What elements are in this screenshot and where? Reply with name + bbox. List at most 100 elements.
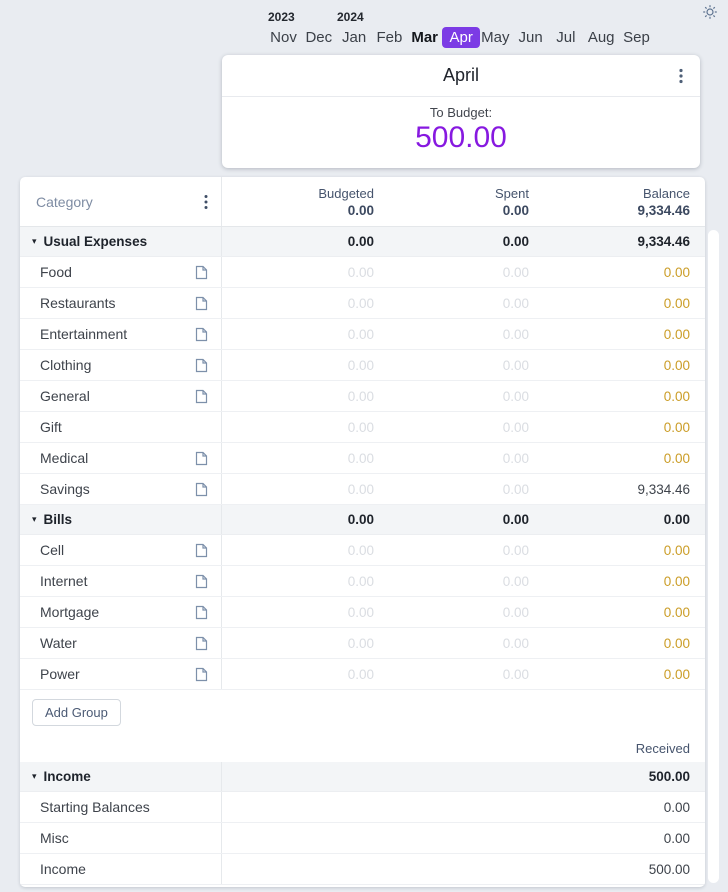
balance-cell[interactable]: 0.00	[663, 604, 690, 620]
budgeted-cell[interactable]: 0.00	[347, 604, 374, 620]
note-icon[interactable]	[195, 451, 208, 466]
balance-cell[interactable]: 0.00	[663, 388, 690, 404]
spent-cell[interactable]: 0.00	[502, 481, 529, 497]
received-cell[interactable]: 0.00	[663, 799, 690, 815]
budgeted-cell[interactable]: 0.00	[347, 326, 374, 342]
spent-cell[interactable]: 0.00	[502, 666, 529, 682]
balance-cell[interactable]: 9,334.46	[637, 481, 690, 497]
category-row-water: Water 0.00 0.00 0.00	[20, 628, 705, 659]
budgeted-total[interactable]: 0.00	[347, 202, 374, 218]
spent-cell[interactable]: 0.00	[502, 295, 529, 311]
month-tab-feb[interactable]: Feb	[372, 27, 407, 49]
budgeted-cell[interactable]: 0.00	[347, 295, 374, 311]
category-name[interactable]: Savings	[40, 481, 90, 497]
budgeted-cell[interactable]: 0.00	[347, 481, 374, 497]
note-icon[interactable]	[195, 636, 208, 651]
month-tab-jan[interactable]: Jan	[337, 27, 372, 49]
month-tab-sep[interactable]: Sep	[619, 27, 654, 49]
category-name[interactable]: Restaurants	[40, 295, 116, 311]
category-name[interactable]: Cell	[40, 542, 65, 558]
balance-cell[interactable]: 0.00	[663, 666, 690, 682]
budgeted-cell[interactable]: 0.00	[347, 388, 374, 404]
collapse-triangle-icon[interactable]: ▾	[32, 514, 37, 524]
to-budget-value[interactable]: 500.00	[415, 121, 507, 154]
category-name[interactable]: Internet	[40, 573, 88, 589]
to-budget-label: To Budget:	[429, 105, 493, 120]
note-icon[interactable]	[195, 605, 208, 620]
balance-cell[interactable]: 0.00	[663, 419, 690, 435]
balance-cell[interactable]: 0.00	[663, 542, 690, 558]
note-icon[interactable]	[195, 358, 208, 373]
balance-cell[interactable]: 0.00	[663, 635, 690, 651]
balance-cell[interactable]: 0.00	[663, 326, 690, 342]
budgeted-cell[interactable]: 0.00	[347, 635, 374, 651]
category-name[interactable]: Power	[40, 666, 80, 682]
budgeted-cell[interactable]: 0.00	[347, 357, 374, 373]
month-tab-apr-selected[interactable]: Apr	[442, 27, 480, 49]
budgeted-cell[interactable]: 0.00	[347, 419, 374, 435]
balance-cell[interactable]: 0.00	[663, 264, 690, 280]
spent-cell[interactable]: 0.00	[502, 450, 529, 466]
category-menu-kebab-icon[interactable]	[204, 194, 208, 210]
month-tab-aug[interactable]: Aug	[584, 27, 619, 49]
category-name[interactable]: General	[40, 388, 90, 404]
month-tab-dec[interactable]: Dec	[301, 27, 336, 49]
group-row-usual-expenses[interactable]: ▾ Usual Expenses 0.00 0.00 9,334.46	[20, 227, 705, 257]
month-tab-may[interactable]: May	[478, 27, 513, 49]
category-name[interactable]: Gift	[40, 419, 62, 435]
balance-cell[interactable]: 0.00	[663, 450, 690, 466]
income-row-income: Income 500.00	[20, 854, 705, 885]
category-cell: Entertainment	[20, 319, 222, 349]
group-row-income[interactable]: ▾ Income 500.00	[20, 762, 705, 792]
category-name[interactable]: Water	[40, 635, 77, 651]
category-name[interactable]: Entertainment	[40, 326, 128, 342]
month-tab-jun[interactable]: Jun	[513, 27, 548, 49]
category-name[interactable]: Starting Balances	[40, 799, 150, 815]
note-icon[interactable]	[195, 265, 208, 280]
category-name[interactable]: Medical	[40, 450, 89, 466]
month-tab-mar[interactable]: Mar	[407, 27, 442, 49]
spent-cell[interactable]: 0.00	[502, 573, 529, 589]
collapse-triangle-icon[interactable]: ▾	[32, 771, 37, 781]
settings-gear-icon[interactable]	[702, 4, 718, 20]
balance-cell[interactable]: 0.00	[663, 295, 690, 311]
category-name[interactable]: Mortgage	[40, 604, 100, 620]
budgeted-cell[interactable]: 0.00	[347, 573, 374, 589]
note-icon[interactable]	[195, 667, 208, 682]
spent-cell[interactable]: 0.00	[502, 357, 529, 373]
note-icon[interactable]	[195, 327, 208, 342]
category-cell: Water	[20, 628, 222, 658]
month-tab-nov[interactable]: Nov	[266, 27, 301, 49]
category-name[interactable]: Clothing	[40, 357, 92, 373]
note-icon[interactable]	[195, 482, 208, 497]
month-menu-kebab-icon[interactable]	[679, 68, 683, 84]
received-cell[interactable]: 500.00	[648, 861, 690, 877]
spent-cell[interactable]: 0.00	[502, 604, 529, 620]
spent-cell[interactable]: 0.00	[502, 419, 529, 435]
note-icon[interactable]	[195, 574, 208, 589]
add-group-button[interactable]: Add Group	[32, 698, 121, 726]
budgeted-cell[interactable]: 0.00	[347, 264, 374, 280]
spent-cell[interactable]: 0.00	[502, 388, 529, 404]
collapse-triangle-icon[interactable]: ▾	[32, 236, 37, 246]
category-name[interactable]: Income	[40, 861, 86, 877]
note-icon[interactable]	[195, 389, 208, 404]
spent-cell[interactable]: 0.00	[502, 264, 529, 280]
spent-cell[interactable]: 0.00	[502, 326, 529, 342]
category-name[interactable]: Misc	[40, 830, 69, 846]
budgeted-cell[interactable]: 0.00	[347, 542, 374, 558]
balance-cell[interactable]: 0.00	[663, 573, 690, 589]
group-row-bills[interactable]: ▾ Bills 0.00 0.00 0.00	[20, 505, 705, 535]
budgeted-cell[interactable]: 0.00	[347, 450, 374, 466]
category-name[interactable]: Food	[40, 264, 72, 280]
month-tab-jul[interactable]: Jul	[548, 27, 583, 49]
budgeted-cell[interactable]: 0.00	[347, 666, 374, 682]
vertical-scrollbar-thumb[interactable]	[708, 230, 719, 883]
balance-total: 9,334.46	[637, 202, 690, 218]
note-icon[interactable]	[195, 296, 208, 311]
spent-cell[interactable]: 0.00	[502, 542, 529, 558]
balance-cell[interactable]: 0.00	[663, 357, 690, 373]
received-cell[interactable]: 0.00	[663, 830, 690, 846]
spent-cell[interactable]: 0.00	[502, 635, 529, 651]
note-icon[interactable]	[195, 543, 208, 558]
